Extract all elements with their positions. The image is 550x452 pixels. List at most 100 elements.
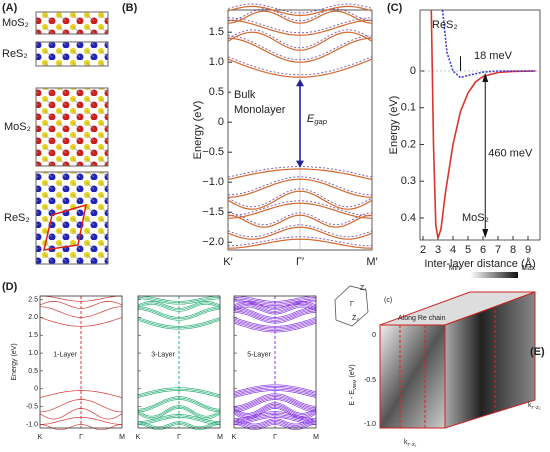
band (137, 303, 221, 312)
band (137, 295, 221, 302)
x-tick-label: M (313, 434, 319, 441)
plot-frame (233, 295, 317, 429)
plot-frame (39, 295, 123, 429)
y-tick-label: 0.5 (209, 86, 224, 98)
band (233, 396, 317, 410)
front-face (379, 324, 446, 429)
legend-entry: Monolayer (234, 104, 286, 116)
y-tick-label: 0 (410, 65, 416, 77)
band (233, 295, 317, 302)
band (233, 297, 317, 304)
y-tick-label: 1.5 (28, 332, 38, 339)
band (233, 312, 317, 324)
bulk-band (227, 226, 373, 240)
band (137, 388, 221, 397)
band (233, 306, 317, 318)
band (233, 384, 317, 393)
band (233, 403, 317, 416)
bulk-band (227, 5, 373, 17)
brillouin-zone (334, 285, 369, 327)
y-tick-label: 1.0 (209, 56, 224, 68)
band (137, 408, 221, 420)
y-tick-label: 1.5 (209, 26, 224, 38)
y-tick-label: 0.5 (28, 368, 38, 375)
band (233, 405, 317, 417)
band (233, 318, 317, 329)
energy-curve (430, 9, 536, 239)
y-axis-label: Energy (eV) (388, 96, 400, 155)
monolayer-band (227, 56, 373, 76)
band (233, 394, 317, 409)
y-tick-label: −0.5 (202, 146, 224, 158)
band (233, 387, 317, 396)
band (137, 396, 221, 410)
band (137, 390, 221, 399)
label-bg (237, 349, 273, 360)
band (138, 416, 220, 425)
bz-label: Γ (350, 301, 354, 308)
band (137, 406, 221, 419)
subscript: Γ-Z₂ (532, 405, 541, 411)
label-bg (43, 349, 79, 360)
y-tick-label: −1.0 (202, 176, 224, 188)
band (137, 309, 221, 321)
band (234, 298, 316, 305)
plot-frame (419, 9, 541, 241)
band (137, 306, 221, 318)
band (233, 388, 317, 397)
label: (E) (530, 346, 545, 358)
y-tick-label: 1.0 (28, 350, 38, 357)
scale-label: Min (449, 265, 460, 272)
band (39, 306, 123, 318)
unit-cell (43, 203, 87, 251)
x-tick-label: Γ′ (296, 256, 304, 268)
band (137, 415, 221, 424)
band (137, 421, 221, 428)
x-tick-label: Γ (273, 434, 277, 441)
y-tick-label: 0.3 (401, 175, 416, 187)
y-tick-label: 2.5 (28, 296, 38, 303)
monolayer-band (227, 176, 373, 196)
y-tick-label: −1.5 (202, 206, 224, 218)
chain-label: Along Re chain (398, 315, 446, 322)
band (39, 408, 123, 420)
bulk-band (227, 168, 373, 181)
main: k (528, 402, 532, 409)
x-tick-label: K′ (223, 256, 232, 268)
structures (35, 11, 109, 265)
band (137, 422, 221, 429)
band (233, 419, 317, 426)
band (39, 295, 123, 302)
bulk-band (227, 190, 373, 210)
monolayer-band (227, 3, 373, 14)
material-label: MoS₂ (4, 121, 31, 133)
band (233, 390, 317, 399)
band (137, 318, 221, 329)
band (233, 414, 317, 422)
bulk-band (227, 10, 373, 24)
band (137, 414, 221, 422)
bulk-band (227, 202, 373, 219)
band (137, 405, 221, 417)
band (137, 319, 221, 330)
subscript: Γ-Z₁ (408, 442, 417, 448)
series-label: ReS₂ (432, 19, 458, 31)
monolayer-band (227, 29, 373, 49)
sub-label: kΓ-Z₂ (528, 402, 541, 411)
layer-label: 1-Layer (53, 352, 77, 359)
band (233, 422, 317, 429)
band (233, 418, 317, 425)
y-tick-label: -0.5 (26, 403, 38, 410)
band (137, 302, 221, 311)
subscript: gap (314, 117, 328, 126)
bulk-band (227, 37, 373, 63)
y-tick-label: -0.5 (364, 377, 376, 384)
x-tick-label: 4 (450, 244, 456, 256)
y-tick-label: 0 (372, 332, 376, 339)
monolayer-band (227, 224, 373, 238)
plot-frame (137, 295, 221, 429)
band (137, 297, 221, 304)
monolayer-band (227, 212, 373, 226)
material-label: ReS₂ (4, 212, 30, 224)
